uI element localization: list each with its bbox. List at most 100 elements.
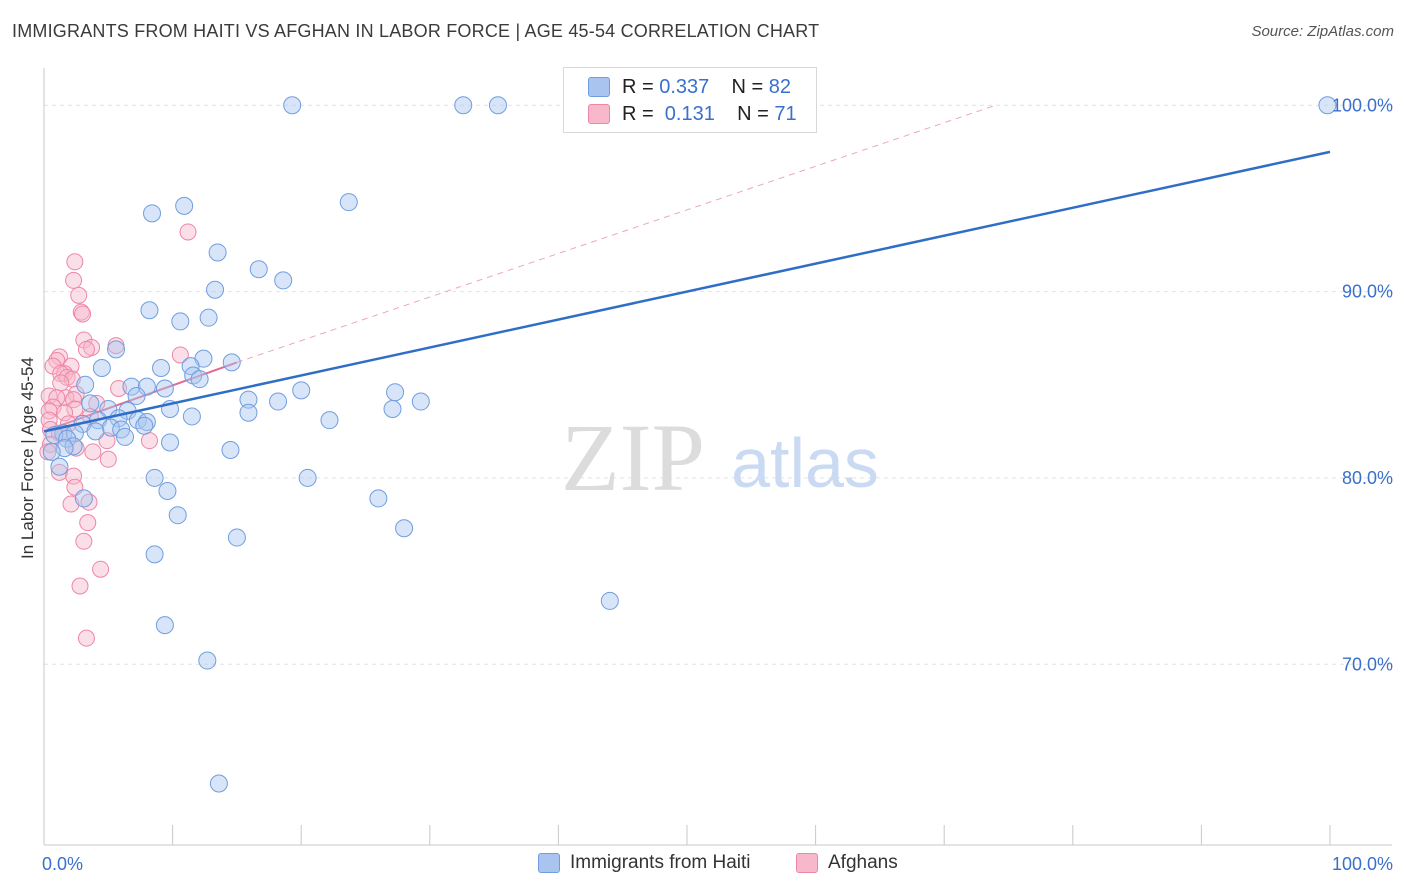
afghan-point xyxy=(80,493,98,511)
afghan-point xyxy=(48,389,66,407)
haiti-legend-swatch xyxy=(538,853,560,873)
haiti-point xyxy=(339,193,358,212)
haiti-point xyxy=(135,416,154,435)
afghan-point xyxy=(71,577,89,595)
x-tick-label: 0.0% xyxy=(42,854,83,874)
haiti-point xyxy=(145,468,164,487)
haiti-point xyxy=(50,457,69,476)
haiti-point xyxy=(209,774,228,793)
haiti-point xyxy=(86,422,105,441)
haiti-point xyxy=(145,545,164,564)
haiti-point xyxy=(239,403,258,422)
y-axis-label: In Labor Force | Age 45-54 xyxy=(18,357,37,559)
legend-item-label: Immigrants from Haiti xyxy=(570,852,751,873)
haiti-point xyxy=(320,411,339,430)
afghan-point xyxy=(77,340,95,358)
haiti-trend-line xyxy=(43,150,1331,433)
haiti-point xyxy=(249,260,268,279)
haiti-point xyxy=(81,394,100,413)
y-tick-label: 70.0% xyxy=(1342,654,1393,674)
haiti-point xyxy=(140,301,159,320)
haiti-point xyxy=(74,489,93,508)
afghan-point xyxy=(74,305,92,323)
haiti-point xyxy=(369,489,388,508)
haiti-point xyxy=(454,96,473,115)
afghan-point xyxy=(98,432,116,450)
afghan-point xyxy=(92,560,110,578)
afghan-point xyxy=(110,379,128,397)
watermark: ZIP atlas xyxy=(561,404,879,511)
afghan-point xyxy=(84,443,102,461)
axes xyxy=(43,68,1392,846)
haiti-point xyxy=(221,440,240,459)
afghan-trend-extension xyxy=(236,104,996,363)
haiti-point xyxy=(92,358,111,377)
haiti-point xyxy=(152,358,171,377)
tick-labels: 100.0% 90.0% 80.0% 70.0% 0.0% 100.0% xyxy=(42,95,1393,874)
afghan-point xyxy=(65,391,83,409)
afghan-point xyxy=(66,253,84,271)
afghan-point xyxy=(171,346,189,364)
haiti-point xyxy=(239,390,258,409)
afghan-point xyxy=(62,495,80,513)
watermark-atlas: atlas xyxy=(731,424,879,502)
gridlines xyxy=(44,104,1392,665)
haiti-point xyxy=(386,383,405,402)
afghan-trend-line xyxy=(43,361,238,433)
haiti-point xyxy=(182,407,201,426)
afghan-point xyxy=(140,432,158,450)
haiti-point xyxy=(175,196,194,215)
legend-item-afghan: Afghans xyxy=(796,852,898,874)
haiti-swatch xyxy=(588,77,610,97)
legend-r-value: 0.131 xyxy=(659,102,715,125)
haiti-point xyxy=(383,399,402,418)
haiti-point xyxy=(274,271,293,290)
afghan-legend-swatch xyxy=(796,853,818,873)
afghan-point xyxy=(52,374,70,392)
haiti-point xyxy=(158,481,177,500)
afghan-point xyxy=(77,629,95,647)
haiti-point xyxy=(298,468,317,487)
haiti-point xyxy=(600,591,619,610)
haiti-points xyxy=(42,96,1337,793)
legend-item-haiti: Immigrants from Haiti xyxy=(538,852,751,874)
haiti-point xyxy=(206,280,225,299)
haiti-point xyxy=(143,204,162,223)
afghan-trendline xyxy=(43,104,996,433)
legend-item-label: Afghans xyxy=(828,852,898,873)
haiti-point xyxy=(116,427,135,446)
afghan-point xyxy=(179,223,197,241)
afghan-point xyxy=(56,404,74,422)
haiti-point xyxy=(161,433,180,452)
haiti-point xyxy=(1318,96,1337,115)
afghan-point xyxy=(75,532,93,550)
afghan-point xyxy=(50,463,68,481)
legend-r-label: R = xyxy=(622,102,654,125)
haiti-point xyxy=(395,519,414,538)
haiti-point xyxy=(208,243,227,262)
legend-r-label: R = xyxy=(622,75,654,98)
haiti-point xyxy=(155,379,174,398)
haiti-point xyxy=(171,312,190,331)
legend-n-value: 82 xyxy=(768,75,792,98)
legend-n-label: N = xyxy=(737,102,769,125)
y-tick-label: 80.0% xyxy=(1342,468,1393,488)
legend-row-haiti: R = 0.337 N = 82 xyxy=(588,74,791,100)
haiti-point xyxy=(64,437,83,456)
correlation-legend: R = 0.337 N = 82 R = 0.131 N = 71 xyxy=(563,67,817,133)
haiti-point xyxy=(411,392,430,411)
haiti-point xyxy=(190,370,209,389)
chart-title: IMMIGRANTS FROM HAITI VS AFGHAN IN LABOR… xyxy=(12,21,820,41)
haiti-point xyxy=(127,386,146,405)
haiti-point xyxy=(283,96,302,115)
haiti-point xyxy=(155,616,174,635)
source-label: Source: ZipAtlas.com xyxy=(1251,23,1394,40)
legend-r-value: 0.337 xyxy=(659,75,710,98)
afghan-point xyxy=(65,271,83,289)
haiti-point xyxy=(222,353,241,372)
legend-row-afghan: R = 0.131 N = 71 xyxy=(588,101,797,127)
haiti-point xyxy=(269,392,288,411)
watermark-zip: ZIP xyxy=(561,404,705,511)
haiti-point xyxy=(137,377,156,396)
afghan-point xyxy=(70,286,88,304)
